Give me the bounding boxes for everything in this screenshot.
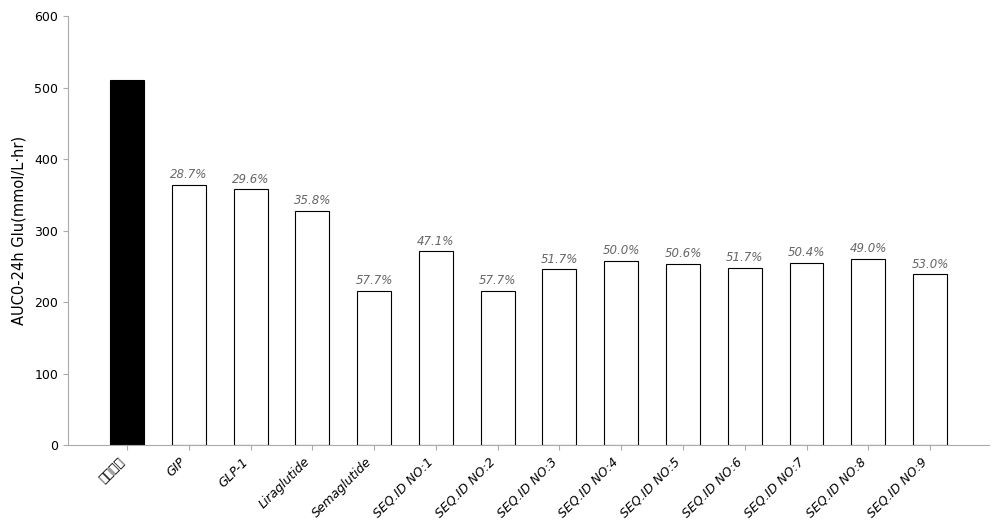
Text: 50.4%: 50.4% xyxy=(788,246,825,259)
Bar xyxy=(110,80,144,446)
Text: 57.7%: 57.7% xyxy=(479,274,516,287)
Bar xyxy=(172,185,206,446)
Text: 51.7%: 51.7% xyxy=(726,251,763,264)
Text: 51.7%: 51.7% xyxy=(541,253,578,266)
Text: 29.6%: 29.6% xyxy=(232,173,269,186)
Bar xyxy=(357,291,391,446)
Bar xyxy=(542,269,576,446)
Bar xyxy=(851,259,885,446)
Y-axis label: AUC0-24h Glu(mmol/L·hr): AUC0-24h Glu(mmol/L·hr) xyxy=(11,136,26,326)
Text: 57.7%: 57.7% xyxy=(355,274,393,287)
Text: 47.1%: 47.1% xyxy=(417,235,455,248)
Bar xyxy=(419,252,453,446)
Text: 28.7%: 28.7% xyxy=(170,168,207,182)
Text: 49.0%: 49.0% xyxy=(850,242,887,255)
Bar xyxy=(295,211,329,446)
Bar xyxy=(481,291,515,446)
Bar xyxy=(666,263,700,446)
Bar xyxy=(234,189,268,446)
Bar xyxy=(790,263,823,446)
Text: 53.0%: 53.0% xyxy=(911,258,949,271)
Text: 50.0%: 50.0% xyxy=(602,244,640,257)
Text: 35.8%: 35.8% xyxy=(294,194,331,207)
Text: 50.6%: 50.6% xyxy=(664,247,702,260)
Bar xyxy=(604,261,638,446)
Bar xyxy=(728,268,762,446)
Bar xyxy=(913,275,947,446)
